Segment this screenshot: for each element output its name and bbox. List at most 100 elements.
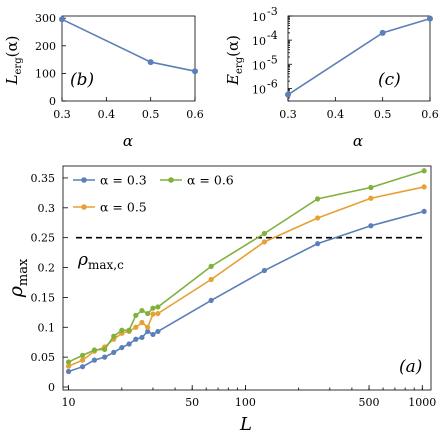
data-point: [208, 263, 214, 269]
panel-b-label: (b): [70, 70, 94, 90]
data-point: [119, 327, 125, 333]
panel-a-ytick-label: 0.2: [38, 262, 56, 275]
panel-c-xtick-label: 0.3: [279, 108, 297, 121]
data-point: [421, 208, 427, 214]
data-point: [145, 324, 151, 330]
panel-c-xlabel: α: [353, 132, 363, 150]
panel-b-ylabel-main: L: [3, 74, 21, 85]
panel-c-ylabel-sub: erg: [234, 56, 245, 74]
data-point: [315, 196, 321, 202]
panel-b-data-point: [192, 68, 198, 75]
data-point: [65, 359, 72, 365]
panel-b-data-point: [59, 16, 65, 23]
data-point: [145, 328, 151, 335]
data-point: [155, 304, 161, 310]
data-point: [139, 319, 145, 326]
panel-a-frame: [62, 165, 432, 391]
data-point: [91, 357, 98, 363]
data-point: [421, 184, 427, 190]
data-point: [65, 363, 72, 369]
panel-b-frame: [61, 15, 196, 102]
panel-c-label: (c): [378, 70, 401, 90]
panel-b-series-line: [61, 18, 196, 72]
data-point: [261, 230, 267, 237]
data-point: [133, 324, 139, 330]
data-point: [133, 336, 139, 342]
data-point: [79, 357, 86, 363]
panel-c-ytick-label: 10: [252, 11, 266, 24]
data-point: [139, 307, 145, 314]
panel-a-ylabel-sub: max: [16, 258, 31, 286]
panel-c-data-point: [427, 15, 433, 22]
data-point: [150, 305, 156, 311]
panel-b-xtick-label: 0.6: [186, 108, 204, 121]
data-point: [368, 184, 374, 191]
legend-entry-label: α = 0.6: [187, 173, 234, 188]
panel-c-series-line: [287, 17, 431, 96]
panel-a-label: (a): [399, 357, 422, 377]
data-point: [368, 195, 374, 201]
panel-c-ytick-label: 10: [252, 59, 266, 72]
panel-c-ylabel: Eerg(α): [224, 35, 245, 86]
data-point: [261, 267, 267, 274]
legend-swatch-marker: [81, 177, 87, 183]
panel-c-frame: [287, 15, 431, 102]
data-point: [79, 352, 86, 358]
panel-c-ytick-exponent: -6: [267, 77, 278, 90]
panel-a-ytick-label: 0.15: [31, 291, 56, 304]
panel-b-xtick-label: 0.3: [53, 108, 71, 121]
panel-c-xtick-label: 0.4: [327, 108, 345, 121]
data-point: [133, 312, 139, 318]
data-point: [368, 223, 374, 229]
data-point: [102, 346, 108, 352]
panel-a-ylabel: ρmax: [5, 258, 31, 298]
panel-c-data-point: [379, 29, 386, 36]
data-point: [79, 364, 86, 370]
panel-b-ytick-label: 200: [35, 40, 56, 53]
panel-a-chart: 0 0.05 0.1 0.15 0.2 0.25 0.3 0.35 10 50 100 500 100…: [5, 165, 436, 435]
data-point: [315, 241, 321, 247]
panel-b-xtick-label: 0.5: [142, 108, 160, 121]
data-point: [315, 215, 321, 221]
threshold-label-sub: max,c: [88, 258, 124, 272]
panel-b-data-point: [147, 59, 154, 66]
panel-b-ytick-label: 0: [49, 95, 56, 108]
panel-a-xtick-label: 10: [62, 396, 76, 409]
legend-swatch-marker: [168, 177, 174, 183]
panel-b-ylabel-arg: (α): [3, 36, 21, 58]
panel-a-ytick-label: 0.25: [31, 232, 56, 245]
panel-a-ytick-label: 0.3: [38, 202, 56, 215]
data-point: [119, 344, 125, 351]
panel-c-ytick-label: 10: [252, 35, 266, 48]
data-point: [261, 239, 267, 245]
threshold-label: ρmax,c: [77, 250, 124, 272]
panel-c-ytick-exponent: -4: [267, 29, 278, 42]
panel-b-ylabel-sub: erg: [13, 57, 24, 75]
panel-a-ytick-label: 0.35: [31, 172, 56, 185]
legend: α = 0.3 α = 0.6 α = 0.5: [73, 173, 234, 215]
threshold-label-main: ρ: [77, 250, 88, 270]
panel-c-data-point: [285, 91, 291, 98]
data-point: [155, 310, 161, 317]
panel-c-ytick-label: 10: [252, 83, 266, 96]
data-point: [208, 276, 214, 283]
panel-a-xtick-label: 50: [185, 396, 199, 409]
data-point: [421, 168, 427, 174]
panel-c-chart: 10-310-410-510-6 0.3 0.4 0.5 0.6 (c) α Eerg…: [224, 5, 439, 150]
legend-entry-label: α = 0.3: [100, 173, 147, 188]
panel-a-xtick-label: 1000: [408, 396, 436, 409]
panel-a-ytick-label: 0.1: [38, 321, 56, 334]
panel-a-xtick-label: 500: [359, 396, 380, 409]
panel-b-xlabel: α: [123, 132, 133, 150]
panel-b-chart: 0 100 200 300 0.3 0.4 0.5 0.6 (b) α Lerg(α): [3, 12, 204, 150]
data-point: [102, 354, 108, 360]
panel-a-ylabel-main: ρ: [5, 285, 27, 298]
panel-c-xtick-label: 0.6: [421, 108, 439, 121]
panel-a-ytick-label: 0: [48, 381, 55, 394]
data-point: [155, 328, 161, 335]
panel-c-ylabel-arg: (α): [224, 35, 242, 57]
legend-entry-label: α = 0.5: [100, 200, 147, 215]
panel-b-ylabel: Lerg(α): [3, 36, 24, 86]
data-point: [111, 349, 117, 355]
